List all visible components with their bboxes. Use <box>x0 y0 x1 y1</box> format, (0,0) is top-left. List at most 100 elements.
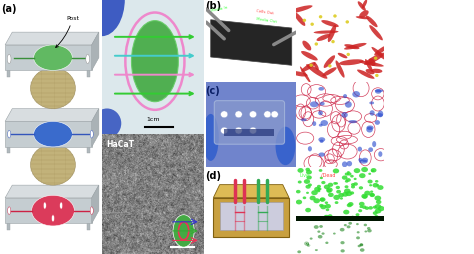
Circle shape <box>52 215 55 222</box>
Ellipse shape <box>319 140 324 143</box>
Ellipse shape <box>346 191 352 196</box>
Ellipse shape <box>306 65 328 80</box>
Ellipse shape <box>374 46 388 56</box>
Circle shape <box>310 23 314 27</box>
Ellipse shape <box>342 162 347 168</box>
Ellipse shape <box>344 189 351 194</box>
Circle shape <box>8 131 11 138</box>
Ellipse shape <box>345 102 352 108</box>
Ellipse shape <box>374 215 379 218</box>
Circle shape <box>220 112 228 118</box>
Ellipse shape <box>34 122 73 147</box>
Ellipse shape <box>333 233 336 235</box>
Ellipse shape <box>312 122 316 126</box>
Circle shape <box>374 57 377 61</box>
Ellipse shape <box>173 215 194 247</box>
Ellipse shape <box>301 119 307 122</box>
Circle shape <box>310 64 313 68</box>
Ellipse shape <box>365 60 373 73</box>
Ellipse shape <box>356 213 359 216</box>
Circle shape <box>86 55 90 64</box>
Ellipse shape <box>304 179 310 184</box>
Ellipse shape <box>370 111 374 116</box>
Ellipse shape <box>373 211 378 215</box>
Ellipse shape <box>376 184 379 186</box>
Ellipse shape <box>327 189 331 193</box>
Ellipse shape <box>318 111 323 116</box>
Text: /Dead: /Dead <box>321 172 335 177</box>
Text: Media In: Media In <box>210 6 228 13</box>
Text: Post: Post <box>56 16 79 48</box>
Ellipse shape <box>317 35 330 42</box>
Ellipse shape <box>357 70 374 80</box>
Circle shape <box>235 112 242 118</box>
Text: (b): (b) <box>205 1 221 11</box>
Ellipse shape <box>378 206 385 211</box>
Ellipse shape <box>348 202 354 207</box>
Ellipse shape <box>366 17 378 28</box>
Ellipse shape <box>291 72 308 77</box>
Circle shape <box>337 38 340 41</box>
Ellipse shape <box>319 169 322 172</box>
Ellipse shape <box>131 22 178 102</box>
Ellipse shape <box>301 63 316 73</box>
Circle shape <box>264 112 271 118</box>
Ellipse shape <box>310 196 316 201</box>
Ellipse shape <box>345 180 348 183</box>
Circle shape <box>249 128 256 134</box>
Circle shape <box>7 55 11 64</box>
Ellipse shape <box>302 197 306 199</box>
Ellipse shape <box>326 209 329 211</box>
Ellipse shape <box>356 17 369 20</box>
Polygon shape <box>5 109 99 122</box>
Ellipse shape <box>344 45 359 50</box>
Bar <box>87 147 90 154</box>
Text: (a): (a) <box>1 4 17 14</box>
Circle shape <box>328 65 332 68</box>
Ellipse shape <box>305 185 311 189</box>
Circle shape <box>220 128 228 134</box>
Polygon shape <box>5 46 91 71</box>
Ellipse shape <box>311 190 318 195</box>
Ellipse shape <box>369 184 372 187</box>
Ellipse shape <box>362 158 368 163</box>
Ellipse shape <box>359 244 363 246</box>
Circle shape <box>331 41 335 44</box>
Ellipse shape <box>344 44 366 50</box>
Ellipse shape <box>294 13 305 27</box>
Ellipse shape <box>356 231 360 233</box>
Polygon shape <box>210 21 292 66</box>
Ellipse shape <box>297 168 304 173</box>
Ellipse shape <box>324 185 330 189</box>
Ellipse shape <box>361 194 368 199</box>
Ellipse shape <box>340 197 343 200</box>
Ellipse shape <box>367 180 373 184</box>
Ellipse shape <box>325 202 328 204</box>
Circle shape <box>271 112 278 118</box>
Ellipse shape <box>338 54 347 59</box>
Ellipse shape <box>326 188 333 193</box>
Ellipse shape <box>356 236 360 239</box>
Ellipse shape <box>359 160 368 164</box>
Ellipse shape <box>339 60 364 66</box>
Ellipse shape <box>308 184 312 187</box>
FancyBboxPatch shape <box>214 101 284 145</box>
Ellipse shape <box>361 167 368 172</box>
Bar <box>87 71 90 77</box>
Ellipse shape <box>304 242 309 246</box>
Ellipse shape <box>368 148 373 152</box>
Ellipse shape <box>378 152 383 157</box>
Ellipse shape <box>362 205 366 209</box>
Ellipse shape <box>348 222 352 225</box>
Ellipse shape <box>320 205 327 210</box>
Ellipse shape <box>375 90 382 94</box>
Ellipse shape <box>354 178 356 180</box>
Ellipse shape <box>319 177 323 180</box>
Ellipse shape <box>377 185 383 190</box>
Ellipse shape <box>362 1 367 9</box>
Ellipse shape <box>353 183 358 186</box>
Ellipse shape <box>358 209 362 212</box>
Ellipse shape <box>344 224 347 226</box>
Polygon shape <box>91 185 99 224</box>
Ellipse shape <box>350 192 354 195</box>
